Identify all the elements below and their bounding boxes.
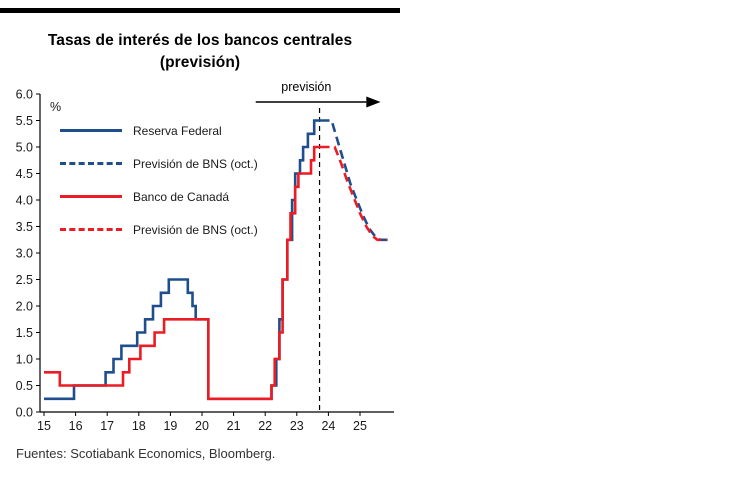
source-note: Fuentes: Scotiabank Economics, Bloomberg… bbox=[16, 446, 276, 461]
legend-swatch-prevision-bns-fed bbox=[60, 162, 122, 165]
y-tick-label: 3.0 bbox=[16, 247, 33, 261]
y-tick-label: 2.5 bbox=[16, 273, 33, 287]
y-tick-label: 5.0 bbox=[16, 141, 33, 155]
top-rule bbox=[0, 8, 400, 13]
legend-swatch-reserva-federal bbox=[60, 129, 122, 132]
legend: Reserva Federal Previsión de BNS (oct.) … bbox=[60, 114, 258, 246]
y-tick-label: 1.5 bbox=[16, 326, 33, 340]
chart-title: Tasas de interés de los bancos centrales bbox=[47, 32, 353, 49]
y-tick-label: 2.0 bbox=[16, 300, 33, 314]
chart-subtitle: (previsión) bbox=[159, 54, 241, 71]
series-line-banco-de-canad bbox=[44, 145, 321, 401]
y-tick-label: 4.5 bbox=[16, 167, 33, 181]
legend-swatch-prevision-bns-boc bbox=[60, 228, 122, 231]
legend-item-reserva-federal: Reserva Federal bbox=[60, 114, 258, 147]
y-axis-unit-label: % bbox=[50, 100, 61, 114]
x-tick-label: 21 bbox=[227, 419, 241, 433]
legend-label: Previsión de BNS (oct.) bbox=[133, 156, 258, 171]
legend-label: Previsión de BNS (oct.) bbox=[133, 222, 258, 237]
legend-label: Reserva Federal bbox=[133, 123, 222, 138]
plot-area: 0.0 0.5 1.0 1.5 2.0 2.5 3.0 3.5 4.0 4.5 5.0 5.5 6.0 1… bbox=[0, 78, 400, 436]
x-tick-label: 16 bbox=[69, 419, 83, 433]
x-tick-label: 15 bbox=[37, 419, 51, 433]
chart-panel: Tasas de interés de los bancos centrales… bbox=[0, 30, 400, 461]
forecast-label: previsión bbox=[281, 80, 331, 94]
x-tick-label: 22 bbox=[258, 419, 272, 433]
forecast-arrowhead-icon bbox=[366, 96, 381, 108]
x-tick-label: 23 bbox=[290, 419, 304, 433]
legend-item-prevision-bns-fed: Previsión de BNS (oct.) bbox=[60, 147, 258, 180]
x-tick-label: 24 bbox=[321, 419, 335, 433]
rate-chart-svg: 0.0 0.5 1.0 1.5 2.0 2.5 3.0 3.5 4.0 4.5 5.0 5.5 6.0 1… bbox=[16, 80, 394, 433]
x-tick-label: 19 bbox=[163, 419, 177, 433]
y-tick-label: 5.5 bbox=[16, 114, 33, 128]
x-tick-label: 25 bbox=[353, 419, 367, 433]
series-line-previsi-n-de-bns-oct bbox=[320, 119, 390, 242]
x-tick-label: 18 bbox=[132, 419, 146, 433]
y-tick-label: 1.0 bbox=[16, 353, 33, 367]
series-line-previsi-n-de-bns-oct bbox=[320, 145, 387, 242]
y-tick-label: 6.0 bbox=[16, 88, 33, 102]
legend-item-prevision-bns-boc: Previsión de BNS (oct.) bbox=[60, 213, 258, 246]
x-tick-label: 20 bbox=[195, 419, 209, 433]
legend-label: Banco de Canadá bbox=[133, 189, 230, 204]
y-tick-label: 4.0 bbox=[16, 194, 33, 208]
legend-item-banco-de-canada: Banco de Canadá bbox=[60, 180, 258, 213]
legend-swatch-banco-de-canada bbox=[60, 195, 122, 198]
x-tick-label: 17 bbox=[100, 419, 114, 433]
y-tick-label: 3.5 bbox=[16, 220, 33, 234]
y-tick-label: 0.0 bbox=[16, 406, 33, 420]
y-tick-label: 0.5 bbox=[16, 379, 33, 393]
